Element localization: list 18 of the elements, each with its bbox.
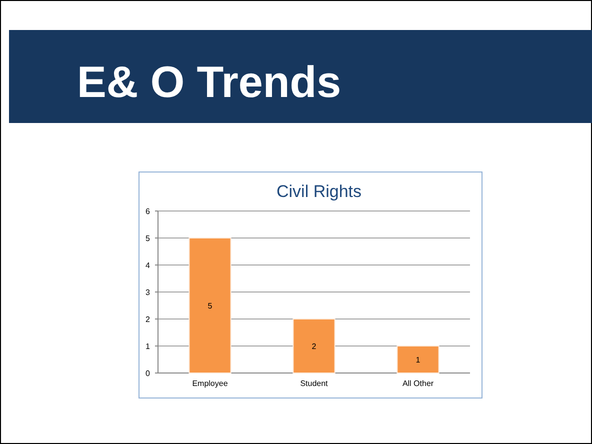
bar bbox=[292, 318, 336, 374]
chart-title: E& O Trends bbox=[77, 58, 342, 107]
x-tick-label: Student bbox=[300, 379, 329, 388]
bar bbox=[396, 346, 440, 374]
data-label: 2 bbox=[312, 342, 317, 351]
bar bbox=[188, 238, 232, 374]
data-label: 1 bbox=[416, 356, 421, 364]
x-tick-label: All Other bbox=[402, 379, 434, 388]
y-tick-label: 1 bbox=[146, 342, 151, 351]
y-tick-label: 3 bbox=[146, 288, 151, 297]
y-tick-label: 2 bbox=[146, 315, 151, 324]
data-label: 5 bbox=[208, 302, 213, 310]
y-tick-label: 4 bbox=[146, 261, 151, 270]
chart-subtitle: Civil Rights bbox=[276, 182, 362, 201]
y-tick-label: 6 bbox=[146, 207, 151, 216]
y-tick-label: 0 bbox=[146, 369, 151, 378]
y-tick-label: 5 bbox=[146, 234, 151, 243]
x-tick-label: Employee bbox=[192, 379, 228, 388]
